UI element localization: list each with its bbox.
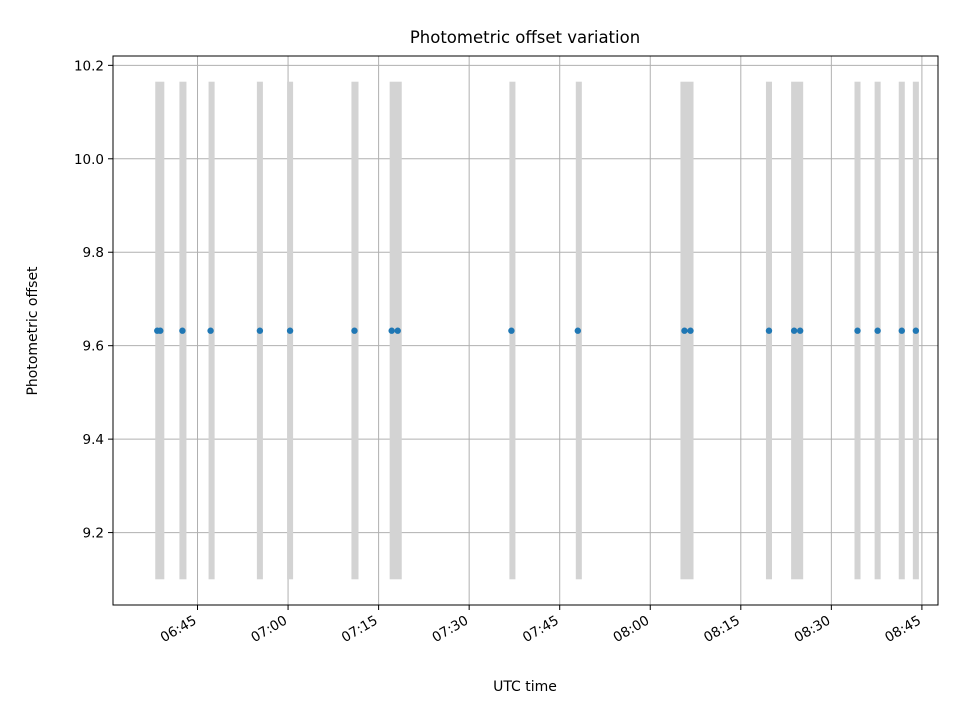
y-tick-label: 9.2 (83, 526, 104, 542)
data-point (157, 327, 164, 334)
x-axis-label: UTC time (493, 679, 557, 695)
data-point (256, 327, 264, 334)
data-point (687, 327, 694, 334)
data-point (681, 327, 688, 334)
y-tick-label: 9.8 (83, 245, 104, 261)
y-tick-label: 9.4 (83, 432, 104, 448)
data-point (351, 327, 358, 334)
data-point (854, 327, 861, 334)
data-point (790, 327, 798, 334)
data-points (154, 327, 920, 334)
chart-title: Photometric offset variation (410, 28, 640, 47)
plot-area (113, 56, 938, 605)
data-point (394, 327, 401, 334)
y-axis-label: Photometric offset (25, 266, 41, 396)
plot-frame (112, 55, 939, 606)
data-point (508, 327, 515, 334)
data-point (286, 327, 294, 334)
data-point (574, 327, 582, 334)
y-tick-label: 10.0 (74, 152, 104, 168)
y-tick-label: 10.2 (74, 58, 104, 74)
data-point (796, 327, 804, 334)
data-point (179, 327, 186, 334)
data-point (207, 327, 214, 334)
y-axis-ticks: 9.2 9.4 9.6 9.8 10.0 10.2 (74, 58, 113, 542)
data-point (874, 327, 881, 334)
y-tick-label: 9.6 (83, 339, 104, 355)
data-point (898, 327, 905, 334)
data-point (765, 327, 773, 334)
data-point (388, 327, 395, 334)
data-point (912, 327, 920, 334)
